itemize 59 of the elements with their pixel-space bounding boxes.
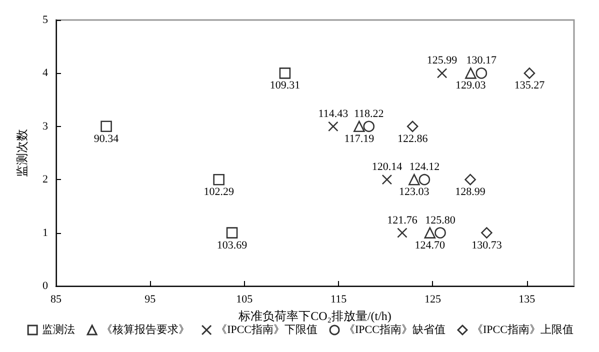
- legend-label: 《IPCC指南》上限值: [472, 323, 574, 336]
- annotation: 123.03: [399, 186, 430, 198]
- y-axis-title: 监测次数: [15, 129, 29, 177]
- legend-label: 监测法: [42, 323, 76, 336]
- y-tick-label: 1: [42, 226, 48, 239]
- x-tick-label: 85: [50, 294, 62, 306]
- x-tick-label: 95: [144, 294, 156, 306]
- annotation: 130.17: [466, 54, 498, 67]
- annotation: 118.22: [354, 108, 384, 120]
- point: [424, 227, 436, 238]
- point: [363, 120, 375, 132]
- annotation: 135.27: [514, 80, 546, 92]
- point: [279, 68, 291, 79]
- annotation: 102.29: [204, 186, 234, 198]
- point: [436, 68, 448, 78]
- point: [328, 121, 338, 132]
- point: [481, 227, 492, 238]
- point: [408, 174, 420, 186]
- y-tick-label: 3: [42, 120, 48, 132]
- point: [382, 174, 392, 185]
- annotation: 130.73: [472, 239, 502, 252]
- point: [397, 228, 408, 238]
- x-axis-title: 标准负荷率下CO₂排放量/(t/h): [238, 308, 392, 323]
- point: [476, 68, 488, 79]
- point: [406, 120, 418, 132]
- y-tick-label: 2: [42, 174, 48, 186]
- annotation: 125.99: [426, 54, 458, 67]
- annotation: 114.43: [318, 108, 349, 120]
- point: [524, 68, 536, 79]
- point: [354, 120, 365, 132]
- x-tick-label: 135: [518, 294, 536, 306]
- annotation: 90.34: [94, 132, 120, 145]
- point: [100, 120, 112, 132]
- annotation: 128.99: [455, 186, 486, 198]
- annotation: 117.19: [344, 132, 375, 145]
- y-tick-label: 4: [42, 67, 48, 80]
- annotation: 129.03: [456, 80, 486, 92]
- y-tick-label: 0: [42, 280, 48, 292]
- point: [464, 174, 476, 186]
- annotation: 122.86: [397, 132, 428, 145]
- annotation: 120.14: [372, 161, 403, 174]
- annotation: 109.31: [270, 80, 300, 92]
- annotation: 103.69: [216, 239, 248, 252]
- annotation: 121.76: [387, 214, 418, 226]
- y-tick-label: 5: [42, 14, 48, 26]
- point: [226, 227, 238, 238]
- x-tick-label: 125: [424, 294, 442, 306]
- annotation: 124.70: [414, 239, 446, 252]
- point: [418, 174, 430, 186]
- legend-label: 《核算报告要求》: [102, 323, 190, 336]
- point: [213, 174, 224, 186]
- x-tick-label: 115: [330, 294, 348, 306]
- annotation: 125.80: [425, 214, 456, 226]
- point: [465, 68, 476, 79]
- point: [434, 227, 446, 238]
- x-tick-label: 105: [236, 294, 254, 306]
- legend-label: 《IPCC指南》下限值: [216, 323, 318, 336]
- legend-label: 《IPCC指南》缺省值: [344, 323, 446, 336]
- annotation: 124.12: [409, 161, 440, 174]
